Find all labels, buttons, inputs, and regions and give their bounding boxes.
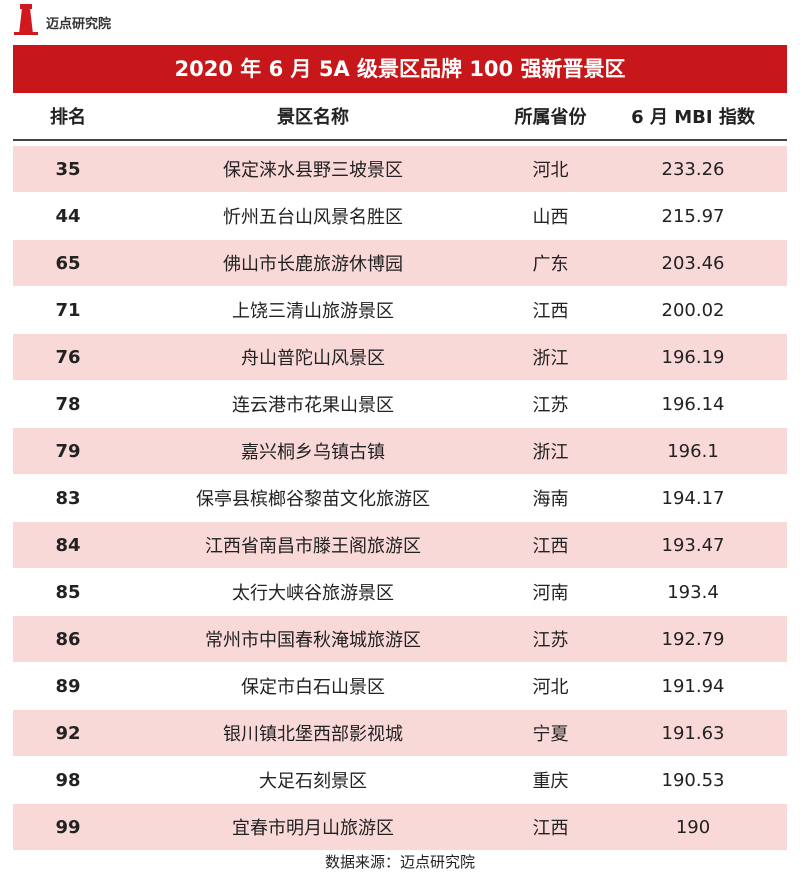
table-cell: 194.17 [661, 487, 725, 509]
table-cell: 大足石刻景区 [259, 771, 367, 792]
table-row: 84 江西省南昌市滕王阁旅游区 江西 193.47 [13, 522, 787, 569]
table-row: 85 太行大峡谷旅游景区 河南 193.4 [13, 569, 787, 616]
table-cell: 191.63 [661, 722, 725, 744]
logo-text: 迈点研究院 [46, 17, 112, 32]
table-row: 65 佛山市长鹿旅游休博园 广东 203.46 [13, 240, 787, 287]
logo-icon [14, 4, 38, 35]
table-cell: 浙江 [532, 442, 569, 463]
table-cell: 193.4 [667, 581, 719, 603]
table-row: 78 连云港市花果山景区 江苏 196.14 [13, 381, 787, 428]
table-cell: 190.53 [661, 769, 725, 791]
table-cell: 190 [675, 816, 711, 838]
table-cell: 忻州五台山风景名胜区 [223, 207, 403, 228]
table-cell: 江西 [532, 536, 569, 557]
table-cell: 215.97 [661, 205, 725, 227]
table-cell: 江苏 [532, 630, 569, 651]
table-row: 92 银川镇北堡西部影视城 宁夏 191.63 [13, 710, 787, 757]
table-cell: 江西省南昌市滕王阁旅游区 [205, 536, 421, 557]
table-row: 83 保亭县槟榔谷黎苗文化旅游区 海南 194.17 [13, 475, 787, 522]
table-cell: 44 [55, 205, 81, 227]
logo: 迈点研究院 [12, 4, 122, 36]
table-cell: 191.94 [661, 675, 725, 697]
table-row: 79 嘉兴桐乡乌镇古镇 浙江 196.1 [13, 428, 787, 475]
table-cell: 连云港市花果山景区 [232, 395, 394, 416]
table-cell: 84 [55, 534, 81, 556]
table-cell: 山西 [532, 207, 569, 228]
table-cell: 宜春市明月山旅游区 [232, 818, 394, 839]
table-cell: 200.02 [661, 299, 725, 321]
table-cell: 99 [55, 816, 81, 838]
table-row: 44 忻州五台山风景名胜区 山西 215.97 [13, 193, 787, 240]
table-cell: 佛山市长鹿旅游休博园 [223, 254, 403, 275]
table-cell: 83 [55, 487, 81, 509]
table-cell: 78 [55, 393, 81, 415]
table-row: 99 宜春市明月山旅游区 江西 190 [13, 804, 787, 851]
table-cell: 65 [55, 252, 81, 274]
table-cell: 舟山普陀山风景区 [241, 348, 385, 369]
table-cell: 浙江 [532, 348, 569, 369]
table-cell: 上饶三清山旅游景区 [232, 301, 394, 322]
table-cell: 江苏 [532, 395, 569, 416]
table-cell: 嘉兴桐乡乌镇古镇 [241, 442, 385, 463]
table-cell: 233.26 [661, 158, 725, 180]
table-cell: 79 [55, 440, 81, 462]
table-row: 98 大足石刻景区 重庆 190.53 [13, 757, 787, 804]
table-cell: 银川镇北堡西部影视城 [223, 724, 403, 745]
column-header: 所属省份 [514, 107, 587, 128]
table-cell: 河北 [532, 677, 569, 698]
table-cell: 92 [55, 722, 81, 744]
table-row: 71 上饶三清山旅游景区 江西 200.02 [13, 287, 787, 334]
table-cell: 常州市中国春秋淹城旅游区 [205, 630, 421, 651]
table-header: 排名 景区名称 所属省份 6 月 MBI 指数 [13, 93, 787, 141]
table-cell: 河南 [532, 583, 569, 604]
table-cell: 江西 [532, 301, 569, 322]
table-cell: 河北 [532, 160, 569, 181]
table-cell: 广东 [532, 254, 569, 275]
table-cell: 保定涞水县野三坡景区 [223, 160, 403, 181]
table-cell: 海南 [532, 489, 569, 510]
table-cell: 71 [55, 299, 81, 321]
column-header: 排名 [50, 107, 86, 128]
table-cell: 太行大峡谷旅游景区 [232, 583, 394, 604]
table-cell: 保定市白石山景区 [241, 677, 385, 698]
table-row: 35 保定涞水县野三坡景区 河北 233.26 [13, 146, 787, 193]
table-cell: 85 [55, 581, 81, 603]
table-cell: 保亭县槟榔谷黎苗文化旅游区 [196, 489, 430, 510]
table-cell: 196.1 [667, 440, 719, 462]
table-cell: 江西 [532, 818, 569, 839]
table-cell: 重庆 [532, 771, 569, 792]
column-header: 6 月 MBI 指数 [631, 107, 755, 128]
title-bar: 2020 年 6 月 5A 级景区品牌 100 强新晋景区 [13, 45, 787, 93]
table-cell: 203.46 [661, 252, 725, 274]
table-cell: 196.14 [661, 393, 725, 415]
table-row: 89 保定市白石山景区 河北 191.94 [13, 663, 787, 710]
table-cell: 宁夏 [532, 724, 569, 745]
table-row: 76 舟山普陀山风景区 浙江 196.19 [13, 334, 787, 381]
table-body: 35 保定涞水县野三坡景区 河北 233.26 44 忻州五台山风景名胜区 山西 215.97… [13, 146, 787, 851]
table-cell: 98 [55, 769, 81, 791]
table-cell: 193.47 [661, 534, 725, 556]
table-cell: 196.19 [661, 346, 725, 368]
table-cell: 89 [55, 675, 81, 697]
table-cell: 35 [55, 158, 81, 180]
table-cell: 192.79 [661, 628, 725, 650]
table-cell: 86 [55, 628, 81, 650]
column-header: 景区名称 [277, 107, 349, 128]
table-cell: 76 [55, 346, 81, 368]
source-note: 数据来源：迈点研究院 [324, 853, 475, 871]
table-row: 86 常州市中国春秋淹城旅游区 江苏 192.79 [13, 616, 787, 663]
